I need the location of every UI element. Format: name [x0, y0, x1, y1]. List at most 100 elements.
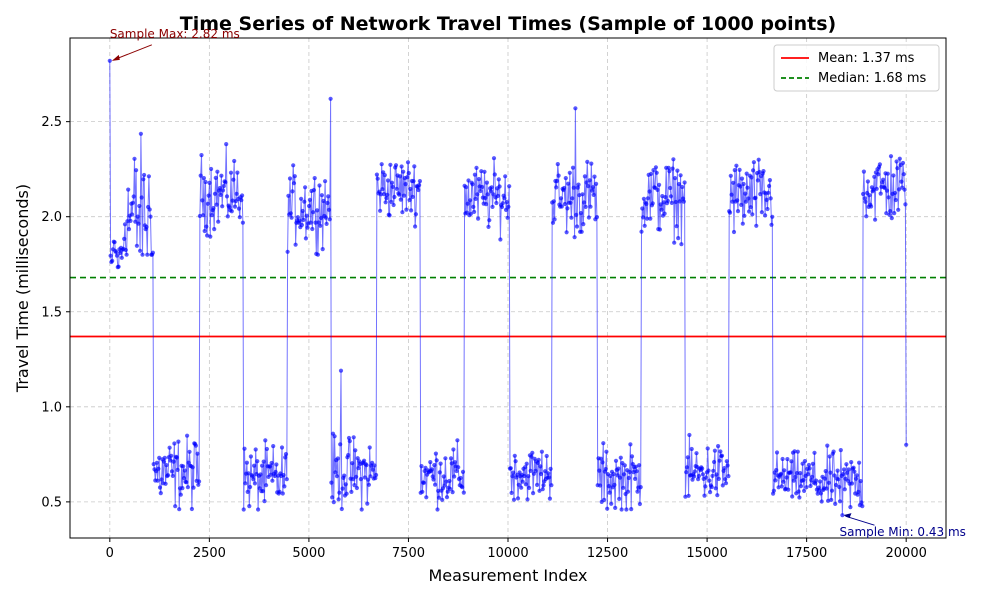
data-point: [214, 202, 219, 207]
data-point: [766, 190, 771, 195]
max-annotation: Sample Max: 2.82 ms: [110, 27, 240, 41]
data-point: [410, 194, 415, 199]
data-point: [725, 463, 730, 468]
data-point: [397, 174, 403, 179]
data-point: [368, 474, 373, 479]
data-point: [470, 182, 475, 187]
data-point: [169, 469, 175, 474]
data-point: [568, 200, 573, 205]
data-point: [510, 474, 515, 479]
data-point: [211, 206, 216, 211]
data-point: [515, 496, 521, 501]
data-point: [709, 484, 714, 490]
data-point: [197, 213, 202, 219]
data-point: [892, 211, 897, 216]
data-point: [195, 451, 200, 456]
data-point: [232, 204, 238, 209]
data-point: [670, 166, 675, 171]
data-point: [713, 486, 718, 491]
data-point: [389, 180, 395, 185]
data-point: [537, 488, 542, 493]
data-point: [413, 212, 418, 217]
data-point: [682, 180, 687, 185]
data-point: [522, 473, 527, 479]
data-point: [516, 482, 521, 487]
data-point: [886, 195, 891, 200]
data-point: [206, 193, 211, 198]
x-tick-label: 12500: [587, 546, 628, 561]
data-point: [404, 207, 409, 212]
data-point: [281, 473, 286, 478]
data-point: [858, 479, 863, 484]
data-point: [528, 468, 533, 473]
data-point: [385, 192, 390, 197]
data-point: [223, 180, 228, 185]
data-point: [161, 459, 167, 464]
data-point: [234, 191, 239, 196]
data-point: [155, 478, 160, 483]
data-point: [185, 485, 190, 490]
data-point: [171, 459, 176, 464]
data-point: [258, 472, 263, 477]
data-point: [840, 513, 845, 518]
data-point: [743, 199, 749, 204]
data-point: [468, 211, 473, 216]
data-point: [163, 481, 168, 486]
data-point: [219, 173, 224, 178]
x-tick-label: 0: [106, 546, 114, 561]
data-point: [326, 194, 331, 199]
data-point: [401, 169, 406, 174]
data-point: [712, 459, 717, 465]
data-point: [674, 224, 679, 229]
data-point: [648, 216, 653, 221]
max-arrowhead: [111, 54, 120, 61]
data-point: [663, 195, 668, 200]
data-point: [284, 477, 289, 482]
data-point: [181, 476, 187, 481]
data-point: [159, 477, 164, 482]
data-point: [849, 481, 855, 486]
data-point: [479, 169, 484, 174]
data-point: [388, 162, 393, 167]
data-point: [711, 468, 716, 473]
data-point: [174, 455, 179, 460]
data-point: [271, 444, 276, 449]
data-point: [864, 214, 869, 219]
data-point: [417, 179, 422, 184]
data-point: [417, 183, 422, 188]
data-point: [216, 219, 221, 224]
data-point: [353, 448, 358, 453]
data-point: [133, 219, 138, 224]
data-point: [140, 252, 145, 257]
data-point: [684, 470, 689, 475]
data-point: [887, 212, 892, 217]
data-point: [690, 477, 695, 482]
data-point: [207, 180, 212, 185]
data-point: [842, 487, 847, 492]
data-point: [220, 188, 226, 193]
data-point: [310, 226, 315, 232]
data-point: [728, 173, 733, 178]
data-point: [125, 219, 130, 224]
data-point: [635, 489, 640, 494]
data-point: [769, 222, 774, 227]
data-point: [315, 208, 320, 213]
data-point: [489, 185, 494, 190]
data-point: [156, 466, 161, 471]
data-point: [837, 499, 843, 504]
data-point: [894, 159, 899, 164]
data-point: [435, 507, 440, 512]
data-point: [685, 455, 690, 460]
data-point: [288, 211, 293, 216]
data-point: [801, 478, 806, 483]
data-point: [484, 202, 489, 207]
data-point: [262, 499, 267, 504]
data-point: [302, 199, 307, 204]
data-point: [225, 214, 230, 219]
data-point: [647, 189, 652, 194]
data-point: [675, 168, 680, 173]
data-point: [792, 449, 797, 454]
data-point: [730, 199, 735, 204]
data-point: [473, 196, 478, 201]
